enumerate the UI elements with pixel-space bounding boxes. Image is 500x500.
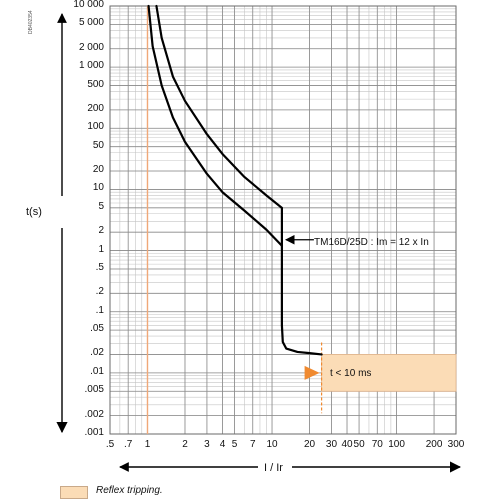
y-tick-label: 200 (87, 102, 104, 114)
y-tick-label: 10 000 (73, 0, 104, 10)
y-tick-label: 1 000 (78, 60, 104, 72)
trip-curve-3 (280, 244, 323, 356)
y-tick-label: 50 (92, 139, 104, 151)
y-tick-label: 2 (98, 225, 104, 237)
x-tick-label: 2 (182, 439, 188, 450)
x-tick-label: 50 (353, 439, 365, 450)
x-tick-label: 7 (249, 439, 256, 450)
y-tick-label: .2 (95, 286, 104, 298)
axes-arrows (56, 13, 462, 473)
reflex-zone-label: t < 10 ms (330, 368, 372, 379)
y-tick-label: 5 000 (78, 17, 104, 29)
trip-curve-2 (155, 4, 283, 209)
y-tick-label: .1 (95, 304, 104, 316)
y-tick-label: .005 (84, 384, 104, 396)
y-tick-label: .001 (84, 427, 104, 438)
legend-label: Reflex tripping. (96, 485, 163, 496)
x-tick-label: .7 (124, 439, 133, 450)
plot-frame (109, 5, 457, 435)
reflex-arrow-icon (304, 365, 320, 380)
y-tick-label: 2 000 (78, 41, 104, 53)
y-axis-label: t(s) (26, 206, 42, 218)
y-tick-label: 20 (92, 164, 104, 176)
y-tick-label: .02 (90, 347, 104, 359)
reflex-zone-group (304, 342, 457, 414)
y-tick-label: .01 (90, 365, 104, 377)
y-tick-label: .05 (90, 323, 104, 335)
document-reference: DB402354 (28, 10, 34, 34)
reflex-zone (321, 354, 457, 392)
x-tick-label: 10 (266, 439, 278, 450)
x-tick-label: .5 (105, 439, 115, 450)
y-tick-label: 5 (98, 200, 104, 212)
legend-swatch (60, 486, 88, 499)
y-tick-label: 1 (98, 243, 104, 255)
x-tick-label: 40 (341, 439, 353, 450)
curve-annotation: TM16D/25D : Im = 12 x In (314, 237, 429, 248)
x-tick-label: 4 (219, 439, 226, 450)
y-tick-label: 500 (87, 78, 104, 90)
x-tick-label: 20 (303, 439, 316, 450)
x-tick-label: 1 (144, 439, 151, 450)
x-tick-label: 300 (447, 439, 465, 450)
y-tick-label: 100 (87, 121, 104, 133)
trip-curve-1 (147, 4, 283, 247)
y-tick-label: .5 (95, 261, 104, 273)
y-tick-label: 10 (92, 182, 104, 194)
x-tick-label: 30 (325, 439, 338, 450)
x-tick-label: 70 (371, 439, 383, 450)
x-tick-label: 5 (231, 439, 238, 450)
y-tick-label: .002 (84, 408, 104, 420)
curves-group (147, 4, 323, 356)
x-axis-label: I / Ir (264, 462, 283, 474)
x-tick-label: 100 (388, 439, 405, 450)
x-tick-label: 3 (204, 439, 210, 450)
x-tick-label: 200 (425, 439, 443, 450)
